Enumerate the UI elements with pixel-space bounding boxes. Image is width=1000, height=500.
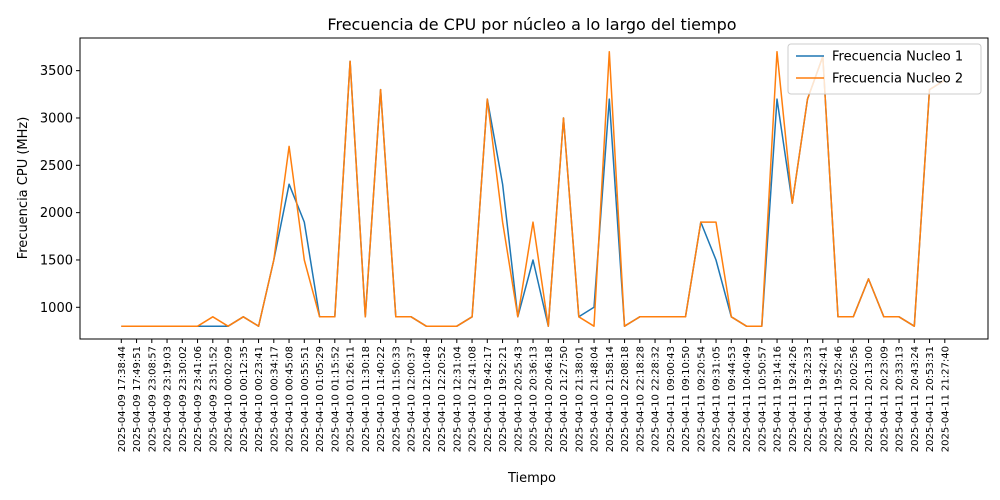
plot-area xyxy=(79,37,989,340)
x-tick-label: 2025-04-10 00:55:51 xyxy=(300,346,311,452)
x-tick-label: 2025-04-09 23:51:52 xyxy=(208,346,219,452)
y-axis-label: Frecuencia CPU (MHz) xyxy=(16,117,31,260)
x-tick-label: 2025-04-10 20:46:18 xyxy=(544,346,555,452)
x-tick-label: 2025-04-10 21:38:01 xyxy=(574,346,585,452)
x-axis-ticks: 2025-04-09 17:38:44 2025-04-09 17:49:51 20… xyxy=(117,339,951,452)
x-tick-label: 2025-04-11 09:20:54 xyxy=(696,346,707,452)
x-tick-label: 2025-04-11 20:53:31 xyxy=(925,346,936,452)
x-tick-label: 2025-04-10 00:34:17 xyxy=(269,346,280,452)
x-tick-label: 2025-04-10 19:42:17 xyxy=(483,346,494,452)
x-tick-label: 2025-04-10 22:18:28 xyxy=(635,346,646,452)
x-tick-label: 2025-04-09 23:30:02 xyxy=(178,346,189,452)
x-tick-label: 2025-04-10 12:41:08 xyxy=(468,346,479,452)
x-tick-label: 2025-04-10 00:23:41 xyxy=(254,346,265,452)
x-tick-label: 2025-04-10 01:05:29 xyxy=(315,346,326,452)
x-tick-label: 2025-04-10 01:26:11 xyxy=(346,346,357,452)
x-tick-label: 2025-04-11 19:52:46 xyxy=(834,346,845,452)
x-tick-label: 2025-04-11 20:33:13 xyxy=(895,346,906,452)
x-tick-label: 2025-04-10 12:10:48 xyxy=(422,346,433,452)
x-tick-label: 2025-04-10 12:00:37 xyxy=(407,346,418,452)
chart-title: Frecuencia de CPU por núcleo a lo largo … xyxy=(327,15,736,34)
x-tick-label: 2025-04-11 19:32:33 xyxy=(803,346,814,452)
x-tick-label: 2025-04-10 21:27:50 xyxy=(559,346,570,452)
series-line-2 xyxy=(121,50,946,327)
x-tick-label: 2025-04-09 23:19:03 xyxy=(163,346,174,452)
x-tick-label: 2025-04-10 00:02:09 xyxy=(224,346,235,452)
y-tick-label: 2000 xyxy=(40,206,73,221)
x-tick-label: 2025-04-11 19:42:41 xyxy=(818,346,829,452)
x-tick-label: 2025-04-10 11:30:18 xyxy=(361,346,372,452)
y-tick-label: 3000 xyxy=(40,111,73,126)
x-tick-label: 2025-04-11 20:43:24 xyxy=(910,346,921,452)
x-tick-label: 2025-04-09 23:41:06 xyxy=(193,346,204,452)
x-tick-label: 2025-04-10 20:25:43 xyxy=(513,346,524,452)
x-tick-label: 2025-04-11 20:23:09 xyxy=(879,346,890,452)
x-tick-label: 2025-04-11 20:13:00 xyxy=(864,346,875,452)
x-tick-label: 2025-04-11 09:44:53 xyxy=(727,346,738,452)
x-tick-label: 2025-04-11 10:40:49 xyxy=(742,346,753,452)
series-lines xyxy=(121,50,946,327)
x-tick-label: 2025-04-10 20:36:13 xyxy=(529,346,540,452)
x-tick-label: 2025-04-11 10:50:57 xyxy=(757,346,768,452)
x-tick-label: 2025-04-11 20:02:56 xyxy=(849,346,860,452)
y-tick-label: 1000 xyxy=(40,301,73,316)
y-tick-label: 1500 xyxy=(40,253,73,268)
x-tick-label: 2025-04-10 12:31:04 xyxy=(452,346,463,452)
y-axis-ticks: 1000 1500 2000 2500 3000 3500 xyxy=(40,64,80,316)
x-tick-label: 2025-04-10 12:20:52 xyxy=(437,346,448,452)
x-tick-label: 2025-04-11 09:10:50 xyxy=(681,346,692,452)
x-tick-label: 2025-04-09 23:08:57 xyxy=(147,346,158,452)
x-tick-label: 2025-04-11 09:00:43 xyxy=(666,346,677,452)
x-tick-label: 2025-04-10 22:28:32 xyxy=(651,346,662,452)
legend-box xyxy=(787,43,982,95)
x-tick-label: 2025-04-10 11:50:33 xyxy=(391,346,402,452)
x-tick-label: 2025-04-10 21:58:14 xyxy=(605,346,616,452)
x-tick-label: 2025-04-09 17:38:44 xyxy=(117,346,128,452)
legend-label-1: Frecuencia Nucleo 1 xyxy=(832,50,963,65)
legend: Frecuencia Nucleo 1 Frecuencia Nucleo 2 xyxy=(787,43,982,95)
x-tick-label: 2025-04-11 19:14:16 xyxy=(773,346,784,452)
x-tick-label: 2025-04-10 11:40:22 xyxy=(376,346,387,452)
x-tick-label: 2025-04-10 00:45:08 xyxy=(285,346,296,452)
x-tick-label: 2025-04-11 21:27:40 xyxy=(940,346,951,452)
x-tick-label: 2025-04-11 09:31:05 xyxy=(712,346,723,452)
y-tick-label: 2500 xyxy=(40,159,73,174)
x-tick-label: 2025-04-10 22:08:18 xyxy=(620,346,631,452)
plot-frame xyxy=(79,37,989,340)
y-tick-label: 3500 xyxy=(40,64,73,79)
x-axis-label: Tiempo xyxy=(507,471,556,486)
x-tick-label: 2025-04-09 17:49:51 xyxy=(132,346,143,452)
x-tick-label: 2025-04-11 19:24:26 xyxy=(788,346,799,452)
x-tick-label: 2025-04-10 00:12:35 xyxy=(239,346,250,452)
x-tick-label: 2025-04-10 01:15:52 xyxy=(330,346,341,452)
legend-label-2: Frecuencia Nucleo 2 xyxy=(832,72,963,87)
x-tick-label: 2025-04-10 19:52:21 xyxy=(498,346,509,452)
x-tick-label: 2025-04-10 21:48:04 xyxy=(590,346,601,452)
